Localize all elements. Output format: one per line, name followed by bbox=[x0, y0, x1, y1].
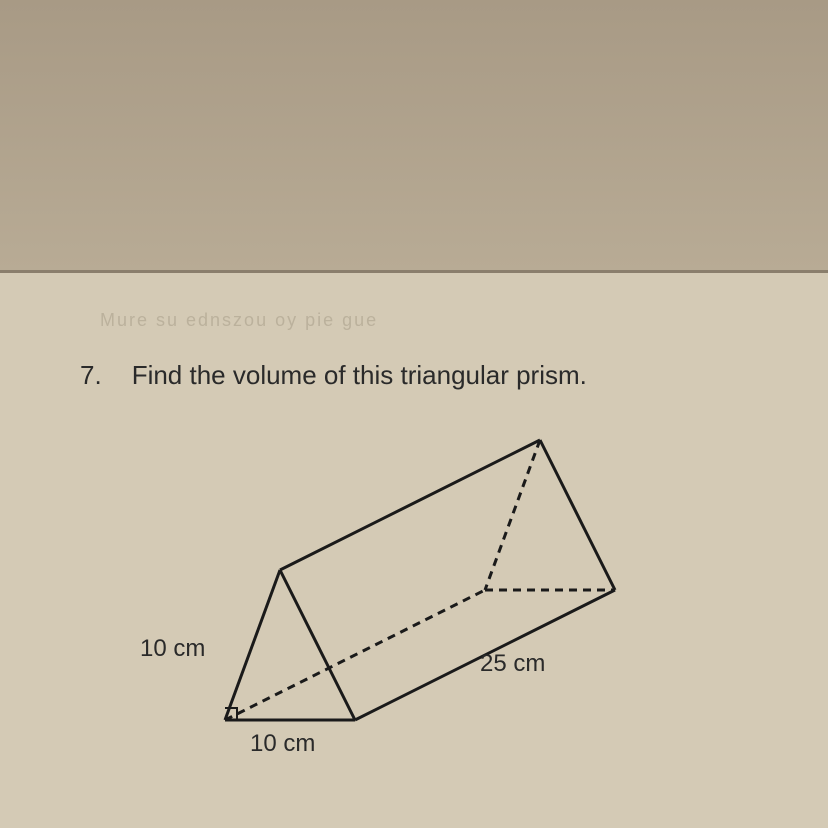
back-right-edge bbox=[540, 440, 615, 590]
front-right-edge bbox=[280, 570, 355, 720]
problem-row: 7. Find the volume of this triangular pr… bbox=[80, 360, 587, 391]
label-length: 25 cm bbox=[480, 650, 545, 678]
page-top-band bbox=[0, 0, 828, 273]
prism-svg bbox=[140, 420, 700, 800]
problem-number: 7. bbox=[80, 360, 102, 391]
label-base: 10 cm bbox=[250, 730, 315, 758]
bleed-through-text: Mure su ednszou oy pie gue bbox=[100, 310, 378, 331]
front-left-edge bbox=[225, 570, 280, 720]
problem-question: Find the volume of this triangular prism… bbox=[132, 360, 587, 391]
prism-figure: 10 cm 10 cm 25 cm bbox=[140, 420, 700, 800]
label-height: 10 cm bbox=[140, 635, 205, 663]
